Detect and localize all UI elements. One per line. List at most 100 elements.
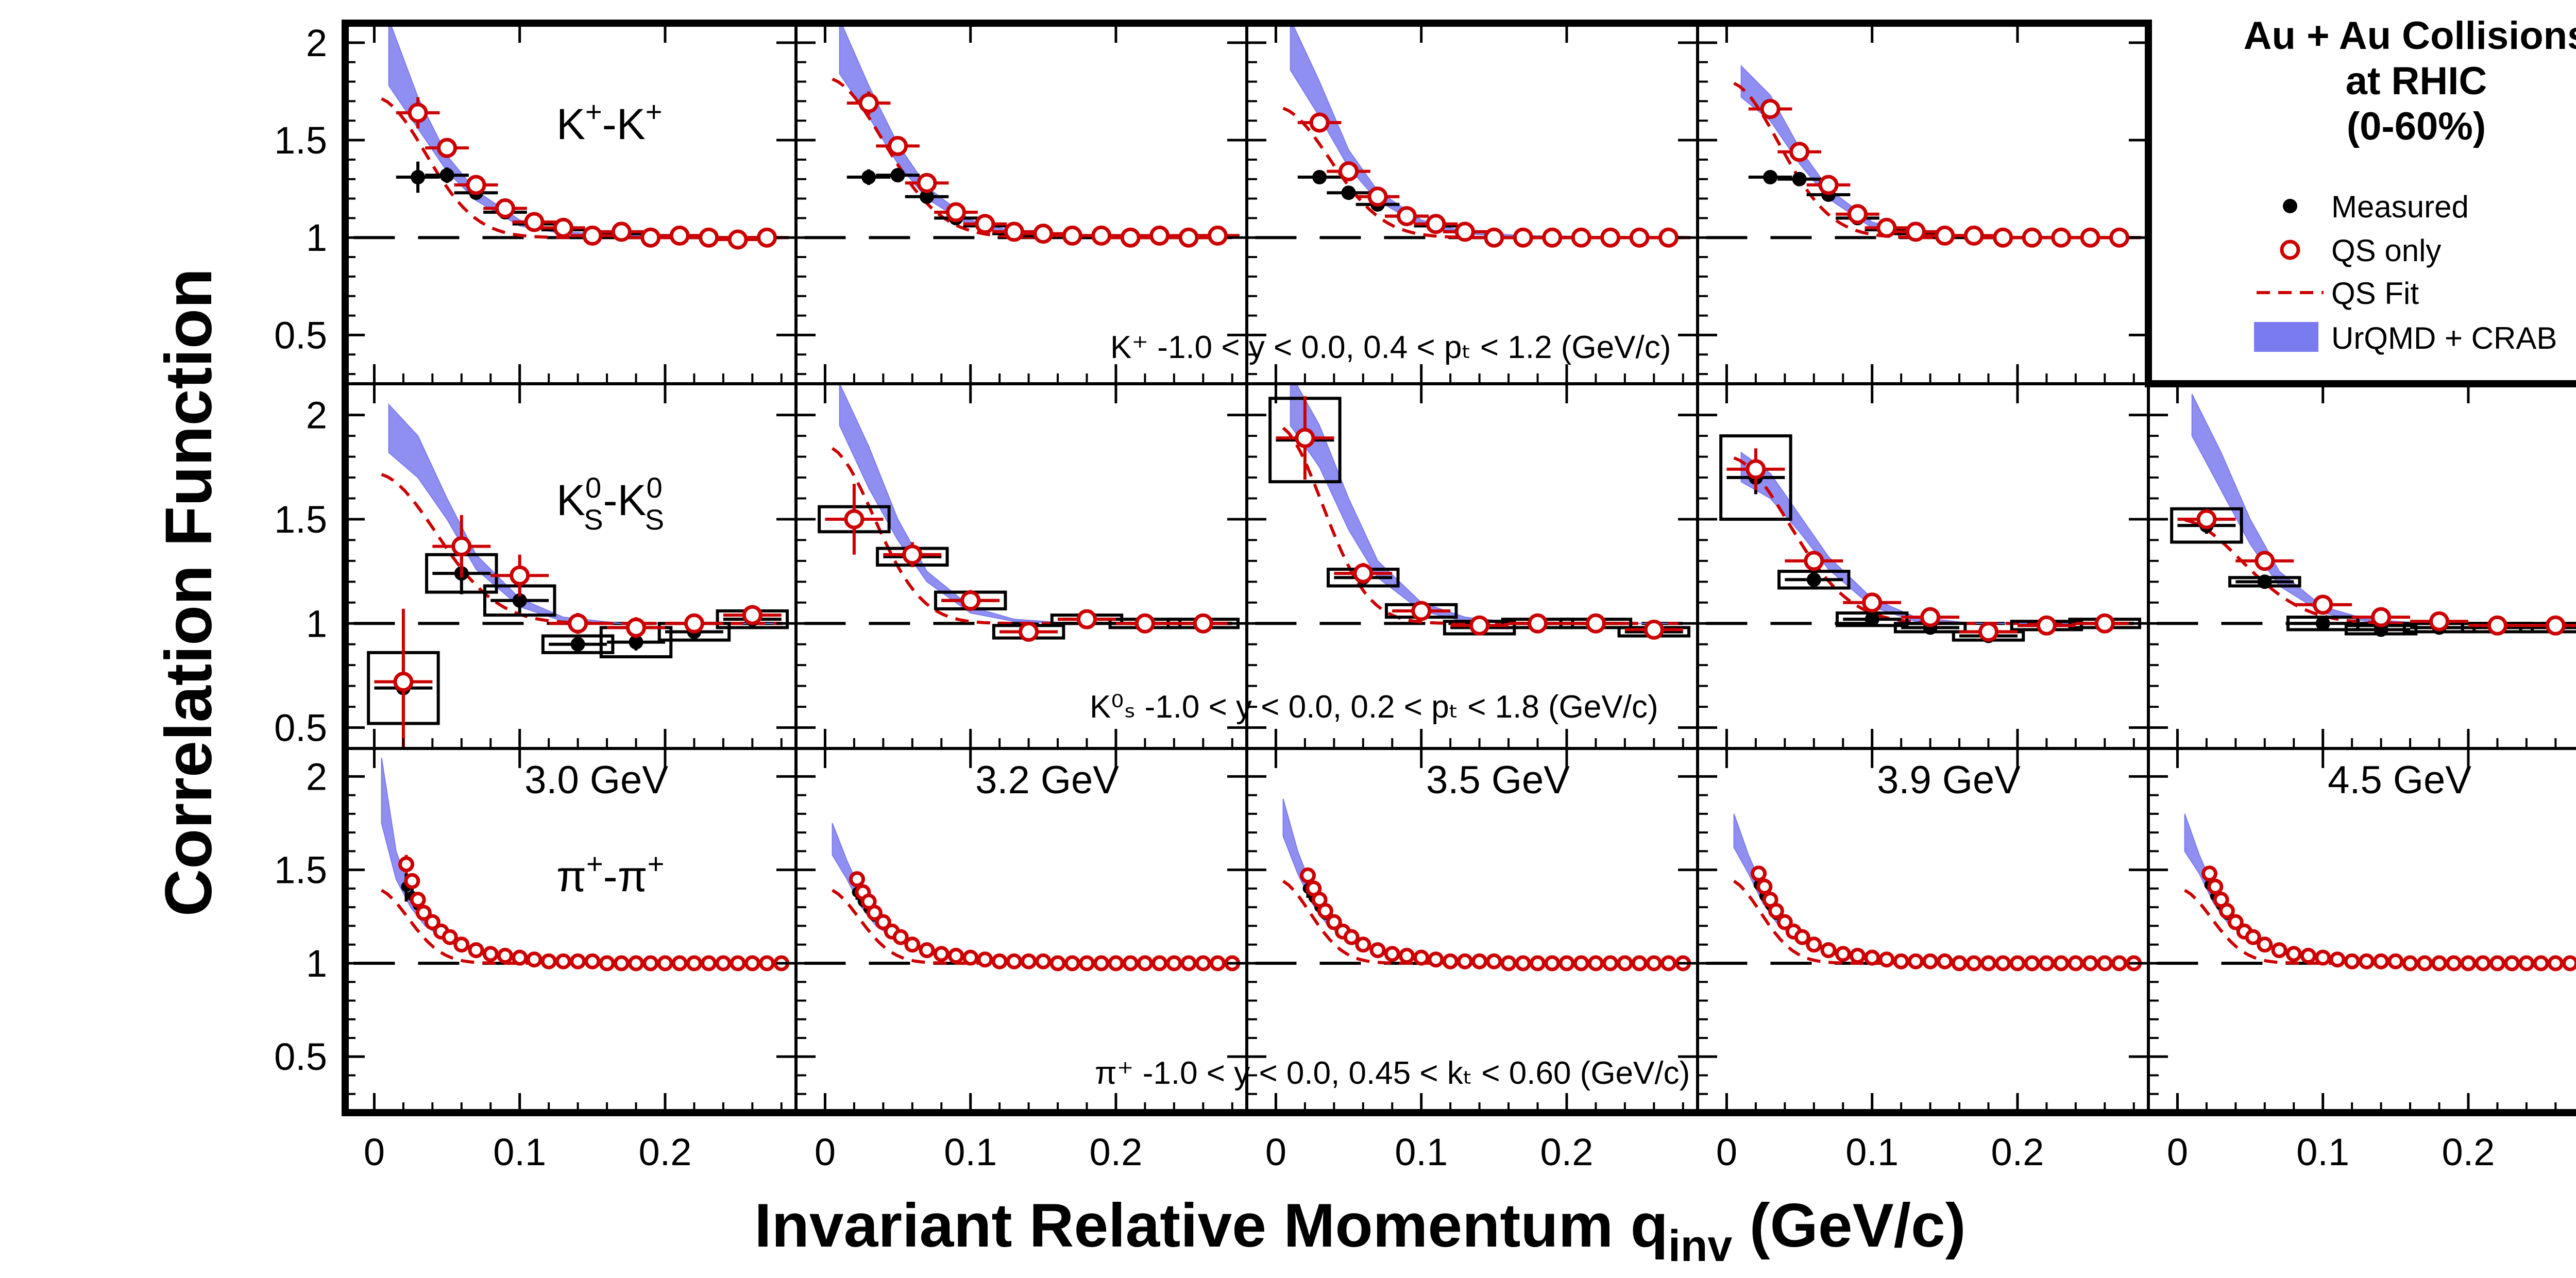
qs-only-point — [1108, 955, 1124, 972]
panel-KsKs-3.0gev — [345, 384, 796, 749]
pair-label-sub: S — [584, 503, 603, 536]
x-tick-label: 0 — [2167, 1131, 2188, 1173]
y-tick-label: 1 — [306, 942, 327, 985]
panel-K+K+-3.0gev — [345, 23, 796, 384]
qs-only-point — [684, 613, 704, 634]
x-axis-title-main: Invariant Relative Momentum q — [754, 1191, 1668, 1260]
qs-only-point — [875, 914, 891, 930]
panel-frame — [1696, 22, 2150, 385]
qs-only-point — [2109, 227, 2130, 248]
qs-only-point — [1353, 563, 1374, 584]
pair-label-kk: K+-K+ — [556, 95, 662, 148]
y-tick-label: 1 — [306, 216, 327, 259]
qs-only-point — [2387, 953, 2404, 969]
qs-only-point — [2255, 551, 2275, 571]
qs-only-point — [2315, 949, 2331, 966]
qs-only-point — [2245, 929, 2261, 945]
qs-only-point — [1343, 929, 1360, 945]
qs-only-point — [453, 936, 470, 953]
qs-only-point — [919, 942, 935, 959]
qs-only-point — [568, 613, 588, 634]
y-axis-title: Correlation Function — [152, 268, 226, 917]
qs-fit-curve — [832, 77, 1234, 240]
qs-only-point — [1558, 955, 1575, 972]
qs-only-point — [1033, 224, 1054, 244]
qs-only-point — [991, 953, 1008, 969]
measured-point — [512, 593, 527, 608]
qs-only-point — [2207, 878, 2224, 895]
qs-only-point — [2518, 955, 2535, 972]
qs-only-point — [1300, 867, 1316, 884]
qs-only-point — [1544, 955, 1561, 972]
qs-only-point — [1309, 112, 1330, 133]
systematic-box — [2170, 507, 2243, 544]
x-tick-label: 0 — [815, 1131, 836, 1173]
pair-label-part: K — [556, 476, 585, 524]
urqmd-band — [1290, 23, 1683, 238]
qs-only-point — [540, 953, 557, 969]
qs-only-point — [2358, 953, 2375, 969]
qs-only-point — [1180, 955, 1197, 972]
qs-only-point — [701, 955, 717, 972]
measured-point — [920, 189, 935, 204]
qs-only-point — [1905, 221, 1926, 242]
qs-only-point — [1820, 942, 1837, 959]
panel-KsKs-3.2gev — [796, 384, 1247, 749]
panel-plot-area — [2157, 394, 2576, 637]
qs-only-point — [1600, 227, 1621, 248]
measured-point — [570, 637, 585, 652]
qs-only-point — [611, 221, 632, 242]
qs-only-point — [1338, 161, 1359, 182]
x-tick-label: 0.2 — [639, 1131, 692, 1173]
qs-only-point — [1486, 953, 1502, 969]
panel-KsKs-3.5gev — [1247, 384, 1698, 749]
x-axis-title: Invariant Relative Momentum qinv (GeV/c) — [754, 1191, 1965, 1271]
qs-only-point — [1542, 227, 1563, 248]
qs-only-point — [962, 949, 979, 966]
measured-point — [439, 168, 454, 183]
qs-only-point — [1876, 217, 1897, 238]
qs-only-point — [437, 138, 457, 158]
qs-only-point — [1471, 953, 1488, 969]
panel-frame — [2147, 747, 2576, 1114]
measured-point — [1806, 572, 1821, 587]
y-tick-label: 0.5 — [274, 707, 327, 749]
qs-only-point — [1122, 955, 1139, 972]
qs-only-point — [947, 947, 964, 964]
y-tick-label: 2 — [306, 22, 327, 64]
x-tick-label: 0.2 — [2442, 1131, 2495, 1173]
qs-only-point — [2022, 227, 2042, 248]
legend-label: UrQMD + CRAB — [2331, 321, 2557, 355]
qs-only-point — [2431, 955, 2448, 972]
qs-only-point — [1049, 955, 1066, 972]
qs-only-point — [1756, 878, 1773, 895]
qs-only-point — [398, 856, 415, 873]
qs-only-point — [727, 229, 748, 250]
qs-only-point — [1963, 225, 1984, 246]
panel-plot-area — [2157, 813, 2576, 972]
qs-only-point — [1760, 98, 1781, 119]
qs-only-point — [1079, 955, 1095, 972]
qs-only-point — [2475, 955, 2491, 972]
qs-only-point — [1062, 225, 1082, 246]
pair-label-part: 0 — [647, 471, 663, 504]
measured-point — [861, 169, 876, 184]
x-tick-label: 0.1 — [1845, 1131, 1899, 1173]
panel-pi+pi+-3.0gev — [345, 748, 796, 1113]
qs-only-point — [1993, 227, 2013, 248]
qs-only-point — [1643, 619, 1664, 640]
panel-K+K+-3.9gev — [1698, 23, 2148, 384]
qs-only-point — [2067, 955, 2084, 972]
measured-point — [1341, 185, 1356, 200]
qs-only-point — [1006, 953, 1022, 969]
qs-only-point — [669, 225, 690, 246]
pair-label-part: + — [585, 95, 602, 128]
axes-labels: 0.5 1 1.5 2 0.5 1 1.5 2 0.5 1 1.5 2 0 0.1 0.2 0 0.1 0.2 0 0… — [274, 22, 2495, 1173]
qs-only-point — [1862, 592, 1883, 613]
qs-only-point — [1658, 227, 1679, 248]
qs-only-point — [1326, 914, 1342, 930]
panel-plot-area — [353, 757, 796, 972]
qs-fit-curve — [1733, 880, 2136, 965]
